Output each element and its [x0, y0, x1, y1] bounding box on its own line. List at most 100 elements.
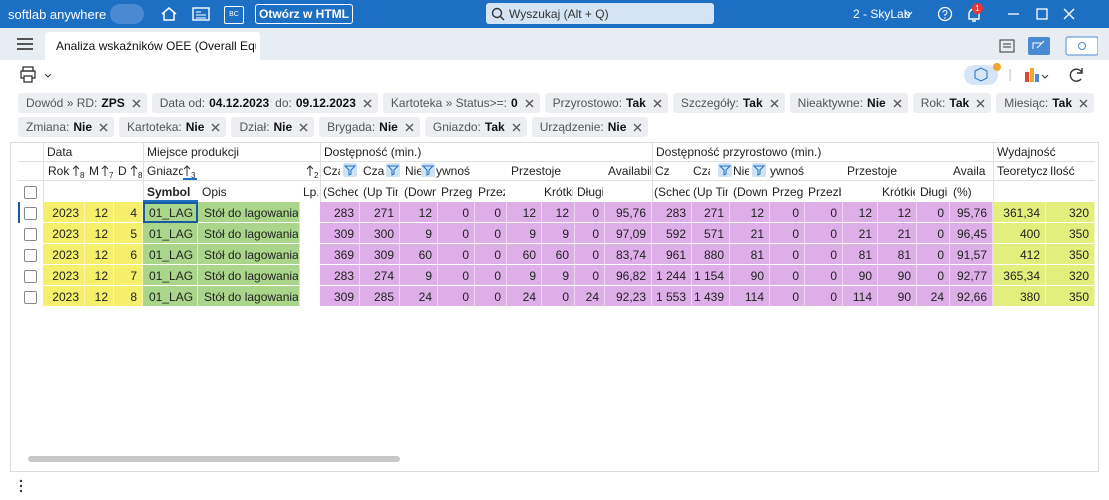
row-checkbox[interactable]: [24, 291, 37, 304]
remove-filter-icon[interactable]: [763, 99, 779, 108]
row-checkbox[interactable]: [24, 249, 37, 262]
grid-cell: [43, 202, 85, 223]
horizontal-scrollbar[interactable]: [28, 456, 400, 462]
grid-cell: [692, 244, 730, 265]
cell-value: Stół do lagowania: [204, 206, 298, 220]
select-all-checkbox[interactable]: [24, 186, 37, 199]
remove-filter-icon[interactable]: [92, 123, 108, 132]
grid-cell: [438, 223, 475, 244]
remove-filter-icon[interactable]: [204, 123, 220, 132]
filter-chip[interactable]: Przyrostowo: Tak: [544, 93, 668, 113]
company-selector[interactable]: 2 - SkyLab: [853, 7, 911, 21]
filter-chip[interactable]: Szczegóły: Tak: [672, 93, 785, 113]
filter-chip[interactable]: Kartoteka » Status>=: 0: [382, 93, 540, 113]
filter-chip[interactable]: Kartoteka: Nie: [119, 117, 227, 137]
grid-cell: [198, 286, 300, 307]
print-button[interactable]: [20, 66, 56, 84]
modules-button[interactable]: [110, 4, 144, 24]
cell-value: 01_LAG: [149, 206, 194, 220]
cell-value: 0: [792, 227, 799, 241]
cell-value: 24: [522, 290, 536, 304]
row-indicator: [18, 202, 20, 223]
filter-value: 09.12.2023: [295, 96, 356, 110]
grid-cell: [917, 244, 950, 265]
column-filter-icon[interactable]: [718, 163, 732, 177]
filter-chip[interactable]: Urządzenie: Nie: [531, 117, 649, 137]
filter-chip[interactable]: Rok: Tak: [912, 93, 992, 113]
filter-value: Tak: [484, 120, 505, 134]
remove-filter-icon[interactable]: [518, 99, 534, 108]
filter-chip[interactable]: Zmiana: Nie: [18, 117, 115, 137]
remove-filter-icon[interactable]: [125, 99, 141, 108]
remove-filter-icon[interactable]: [505, 123, 521, 132]
remove-filter-icon[interactable]: [398, 123, 414, 132]
remove-filter-icon[interactable]: [969, 99, 985, 108]
filter-label: Rok:: [920, 96, 946, 110]
column-filter-icon[interactable]: [752, 163, 766, 177]
view-tools[interactable]: [962, 62, 1092, 88]
remove-filter-icon[interactable]: [646, 99, 662, 108]
sub-header: Teoretycz: [997, 164, 1047, 178]
news-icon[interactable]: [192, 7, 210, 21]
open-html-button[interactable]: Otwórz w HTML: [255, 4, 353, 24]
cell-value: 12: [522, 206, 536, 220]
filter-chip[interactable]: Dział: Nie: [231, 117, 315, 137]
grid-cell: [475, 265, 507, 286]
grid-cell: [730, 244, 770, 265]
grid-cell: [950, 202, 993, 223]
more-icon[interactable]: [18, 479, 24, 493]
filter-chip[interactable]: Dowód » RD: ZPS: [18, 93, 147, 113]
row-checkbox[interactable]: [24, 228, 37, 241]
column-filter-icon[interactable]: [421, 163, 435, 177]
cell-value: 283: [333, 206, 354, 220]
row-checkbox[interactable]: [24, 270, 37, 283]
focused-cell: [143, 202, 198, 223]
column-filter-icon[interactable]: [343, 163, 357, 177]
cell-value: 412: [1019, 248, 1040, 262]
grid-cell: [770, 265, 805, 286]
cell-value: 300: [373, 227, 394, 241]
help-icon[interactable]: [937, 6, 953, 22]
grid-cell: [43, 244, 85, 265]
cell-value: 380: [1019, 290, 1040, 304]
grid-cell: [575, 286, 605, 307]
cell-value: 0: [592, 248, 599, 262]
grid-cell: [400, 265, 438, 286]
menu-icon[interactable]: [17, 38, 33, 50]
remove-filter-icon[interactable]: [356, 99, 372, 108]
remove-filter-icon[interactable]: [886, 99, 902, 108]
grid-cell: [143, 286, 198, 307]
bc-icon[interactable]: BC: [224, 6, 244, 24]
filter-chip[interactable]: Miesiąc: Tak: [996, 93, 1095, 113]
cell-value: 12: [750, 206, 764, 220]
filter-chip[interactable]: Gniazdo: Tak: [424, 117, 527, 137]
remove-filter-icon[interactable]: [292, 123, 308, 132]
remove-filter-icon[interactable]: [1072, 99, 1088, 108]
filter-chip[interactable]: Data od: 04.12.2023 do: 09.12.2023: [151, 93, 378, 113]
remove-filter-icon[interactable]: [626, 123, 642, 132]
grid-cell: [692, 223, 730, 244]
cell-value: 9: [529, 269, 536, 283]
window-controls[interactable]: [1006, 6, 1106, 22]
cell-value: 90: [858, 269, 872, 283]
grid-cell: [143, 265, 198, 286]
cell-value: 350: [1068, 227, 1089, 241]
tab[interactable]: [45, 32, 260, 60]
home-icon[interactable]: [160, 6, 178, 22]
search-box[interactable]: [486, 3, 714, 24]
row-checkbox[interactable]: [24, 207, 37, 220]
grid-cell: [652, 244, 692, 265]
column-filter-icon[interactable]: [386, 163, 400, 177]
cell-value: 0: [937, 206, 944, 220]
cell-value: 4: [130, 206, 137, 220]
grid-cell: [438, 265, 475, 286]
tab-tools[interactable]: [998, 36, 1098, 56]
grid-cell: [143, 244, 198, 265]
grid-cell: [507, 265, 542, 286]
grid-cell: [320, 202, 360, 223]
grid-cell: [475, 244, 507, 265]
filter-label: Nieaktywne:: [797, 96, 864, 110]
filter-chip[interactable]: Nieaktywne: Nie: [789, 93, 908, 113]
filter-chip[interactable]: Brygada: Nie: [319, 117, 420, 137]
